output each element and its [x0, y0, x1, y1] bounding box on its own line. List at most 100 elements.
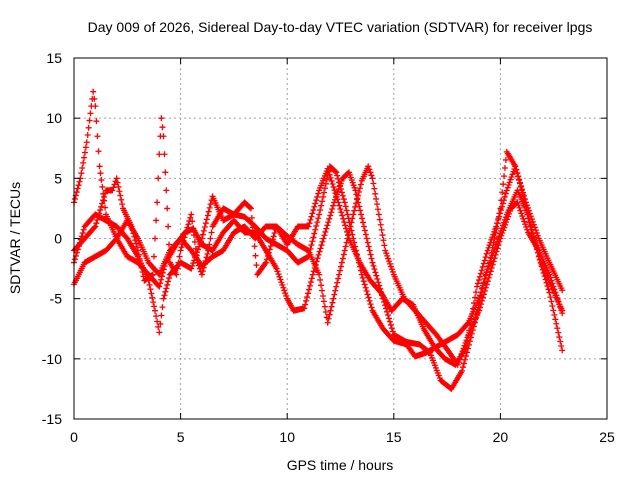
data-point: [529, 230, 536, 237]
data-point: [323, 225, 330, 232]
data-point: [164, 205, 171, 212]
data-point: [201, 224, 208, 231]
data-point: [311, 203, 318, 210]
data-point: [509, 171, 516, 178]
data-point: [320, 193, 327, 200]
data-point: [380, 237, 387, 244]
data-point: [476, 273, 483, 280]
data-point: [357, 181, 364, 188]
data-point: [316, 271, 323, 278]
data-point: [161, 151, 168, 158]
data-point: [71, 195, 78, 202]
data-point: [330, 202, 337, 209]
data-point: [371, 266, 378, 273]
data-point: [338, 209, 345, 216]
data-point: [191, 238, 198, 245]
data-point: [374, 275, 381, 282]
data-point: [498, 232, 505, 239]
data-point: [344, 228, 351, 235]
data-point: [197, 238, 204, 245]
data-point: [461, 356, 468, 363]
data-point: [328, 177, 335, 184]
data-point: [482, 272, 489, 279]
data-point: [137, 260, 144, 267]
data-point: [303, 297, 310, 304]
data-point: [247, 205, 254, 212]
data-point: [384, 252, 391, 259]
data-point: [342, 222, 349, 229]
data-point: [549, 302, 556, 309]
data-point: [554, 325, 561, 332]
data-point: [337, 186, 344, 193]
data-point: [83, 139, 90, 146]
data-point: [534, 246, 541, 253]
data-point: [365, 243, 372, 250]
data-point: [92, 103, 99, 110]
data-point: [550, 307, 557, 314]
data-point: [309, 271, 316, 278]
data-point: [195, 262, 202, 269]
data-point: [352, 187, 359, 194]
data-point: [109, 187, 116, 194]
data-point: [148, 290, 155, 297]
data-point: [501, 165, 508, 172]
data-point: [157, 320, 164, 327]
data-point: [485, 244, 492, 251]
data-point: [523, 207, 530, 214]
data-point: [205, 247, 212, 254]
data-point: [490, 258, 497, 265]
data-point: [317, 207, 324, 214]
data-point: [487, 254, 494, 261]
data-point: [153, 313, 160, 320]
data-point: [530, 221, 537, 228]
data-point: [148, 272, 155, 279]
data-point: [516, 204, 523, 211]
data-point: [102, 190, 109, 197]
data-point: [504, 216, 511, 223]
data-point: [332, 190, 339, 197]
data-point: [71, 256, 78, 263]
data-point: [342, 243, 349, 250]
data-point: [95, 148, 102, 155]
data-point: [363, 288, 370, 295]
data-point: [464, 320, 471, 327]
data-point: [333, 283, 340, 290]
data-point: [468, 316, 475, 323]
data-point: [357, 207, 364, 214]
data-point: [336, 271, 343, 278]
data-point: [368, 304, 375, 311]
data-point: [345, 232, 352, 239]
data-point: [496, 213, 503, 220]
data-point: [506, 210, 513, 217]
data-point: [322, 309, 329, 316]
data-point: [355, 192, 362, 199]
data-point: [175, 259, 182, 266]
data-point: [248, 214, 255, 221]
data-point: [162, 169, 169, 176]
data-point: [180, 237, 187, 244]
data-point: [559, 287, 566, 294]
data-point: [316, 211, 323, 218]
y-tick-label: -10: [42, 351, 62, 367]
data-point: [206, 241, 213, 248]
data-point: [377, 221, 384, 228]
data-point: [531, 236, 538, 243]
data-point: [188, 265, 195, 272]
data-point: [487, 239, 494, 246]
data-point: [528, 226, 535, 233]
data-point: [389, 328, 396, 335]
data-point: [493, 248, 500, 255]
data-point: [368, 172, 375, 179]
data-point: [80, 226, 87, 233]
data-point: [501, 173, 508, 180]
data-point: [207, 201, 214, 208]
data-point: [497, 235, 504, 242]
data-point: [308, 242, 315, 249]
data-point: [348, 227, 355, 234]
data-point: [515, 202, 522, 209]
data-point: [189, 218, 196, 225]
data-point: [552, 316, 559, 323]
data-point: [247, 204, 254, 211]
data-point: [495, 216, 502, 223]
